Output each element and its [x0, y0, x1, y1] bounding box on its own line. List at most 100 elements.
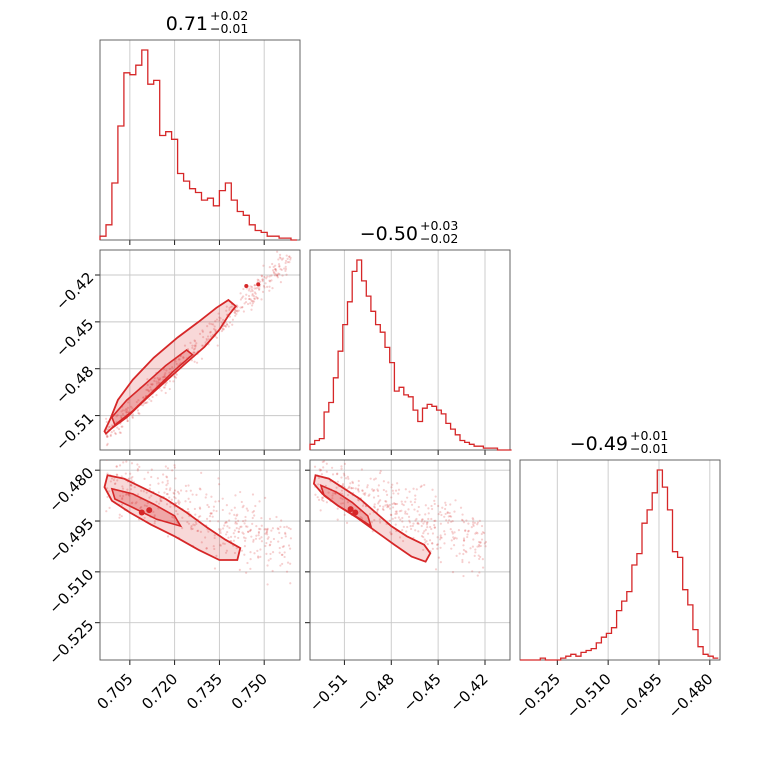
- scatter-panel-p1-p2: [305, 459, 511, 665]
- sample-point: [159, 378, 162, 381]
- sample-point: [200, 344, 204, 347]
- sample-point: [106, 434, 109, 438]
- sample-point: [443, 542, 446, 545]
- sample-point: [444, 512, 447, 516]
- sample-point: [285, 254, 288, 257]
- sample-point: [252, 540, 255, 543]
- sample-point: [268, 517, 272, 520]
- sample-point: [238, 527, 241, 530]
- sample-point: [178, 501, 181, 504]
- sample-point: [212, 323, 215, 326]
- sample-point: [467, 522, 470, 525]
- sample-point: [256, 297, 259, 300]
- sample-point: [191, 346, 194, 349]
- sample-point: [258, 537, 261, 540]
- sample-point: [439, 561, 442, 564]
- sample-point: [444, 507, 447, 511]
- sample-point: [462, 544, 465, 547]
- sample-point: [248, 287, 251, 290]
- sample-point: [281, 562, 284, 566]
- sample-point: [440, 513, 443, 517]
- sample-point: [242, 287, 245, 291]
- sample-point: [395, 502, 399, 506]
- sample-point: [387, 481, 390, 484]
- sample-point: [267, 559, 270, 562]
- sample-point: [163, 375, 166, 378]
- sample-point: [247, 294, 251, 298]
- sample-point: [472, 518, 475, 521]
- sample-point: [273, 268, 277, 271]
- sample-point: [377, 500, 381, 503]
- sample-point: [271, 286, 274, 290]
- sample-point: [260, 524, 263, 527]
- sample-point: [210, 512, 213, 515]
- sample-point: [253, 284, 256, 287]
- sample-point: [157, 378, 161, 381]
- sample-point: [126, 419, 129, 423]
- sample-point: [401, 520, 404, 523]
- sample-point: [160, 499, 163, 503]
- sample-point: [342, 472, 346, 475]
- sample-point: [324, 484, 327, 487]
- sample-point: [465, 519, 468, 522]
- sample-point: [279, 257, 282, 260]
- sample-point: [475, 531, 478, 534]
- sample-point: [217, 483, 221, 486]
- sample-point: [332, 492, 335, 495]
- sample-point: [197, 515, 201, 518]
- sample-point: [268, 544, 271, 547]
- sample-point: [151, 395, 154, 399]
- sample-point: [157, 491, 160, 494]
- sample-point: [472, 524, 475, 527]
- sample-point: [408, 490, 411, 493]
- sample-point: [150, 475, 153, 479]
- sample-point: [234, 520, 237, 524]
- sample-point: [439, 522, 442, 525]
- sample-point: [118, 431, 121, 434]
- sample-point: [204, 536, 207, 539]
- sample-point: [127, 493, 130, 496]
- sample-point: [241, 506, 244, 509]
- sample-point: [340, 467, 343, 470]
- sample-point: [313, 465, 317, 468]
- sample-point: [455, 554, 458, 558]
- sample-point: [124, 472, 127, 475]
- sample-point: [125, 460, 128, 463]
- sample-point: [428, 539, 432, 542]
- sample-point: [336, 507, 339, 510]
- sample-point: [384, 504, 387, 507]
- sample-point: [193, 507, 196, 511]
- sample-point: [401, 528, 404, 532]
- sample-point: [166, 467, 170, 470]
- sample-point: [414, 498, 417, 501]
- sample-point: [230, 509, 233, 512]
- sample-point: [196, 529, 200, 532]
- sample-point: [225, 309, 228, 312]
- sample-point: [213, 536, 216, 540]
- sample-point: [268, 275, 271, 278]
- title-minus: −0.01: [630, 441, 668, 456]
- sample-point: [251, 292, 254, 296]
- sample-point: [417, 530, 420, 533]
- sample-point: [253, 514, 256, 517]
- sample-point: [319, 509, 322, 512]
- sample-point: [117, 427, 121, 431]
- sample-point: [165, 381, 168, 384]
- sample-point: [377, 484, 380, 487]
- sample-point: [461, 560, 464, 564]
- sample-point: [166, 535, 170, 538]
- sample-point: [484, 540, 488, 544]
- sample-point: [219, 543, 222, 546]
- sample-point: [150, 468, 153, 471]
- axes-frame: [519, 459, 721, 661]
- sample-point: [415, 488, 418, 491]
- sample-point: [121, 485, 124, 488]
- sample-point: [284, 535, 287, 538]
- contour-island: [352, 509, 359, 516]
- sample-point: [252, 510, 256, 513]
- sample-point: [347, 486, 350, 490]
- sample-point: [249, 551, 252, 554]
- y-tick-label: −0.51: [52, 409, 97, 454]
- sample-point: [114, 432, 117, 436]
- sample-point: [373, 506, 377, 509]
